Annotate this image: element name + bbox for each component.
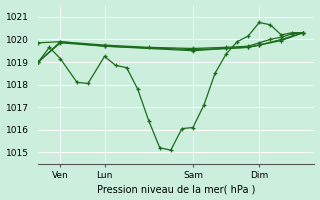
X-axis label: Pression niveau de la mer( hPa ): Pression niveau de la mer( hPa ) — [97, 184, 256, 194]
